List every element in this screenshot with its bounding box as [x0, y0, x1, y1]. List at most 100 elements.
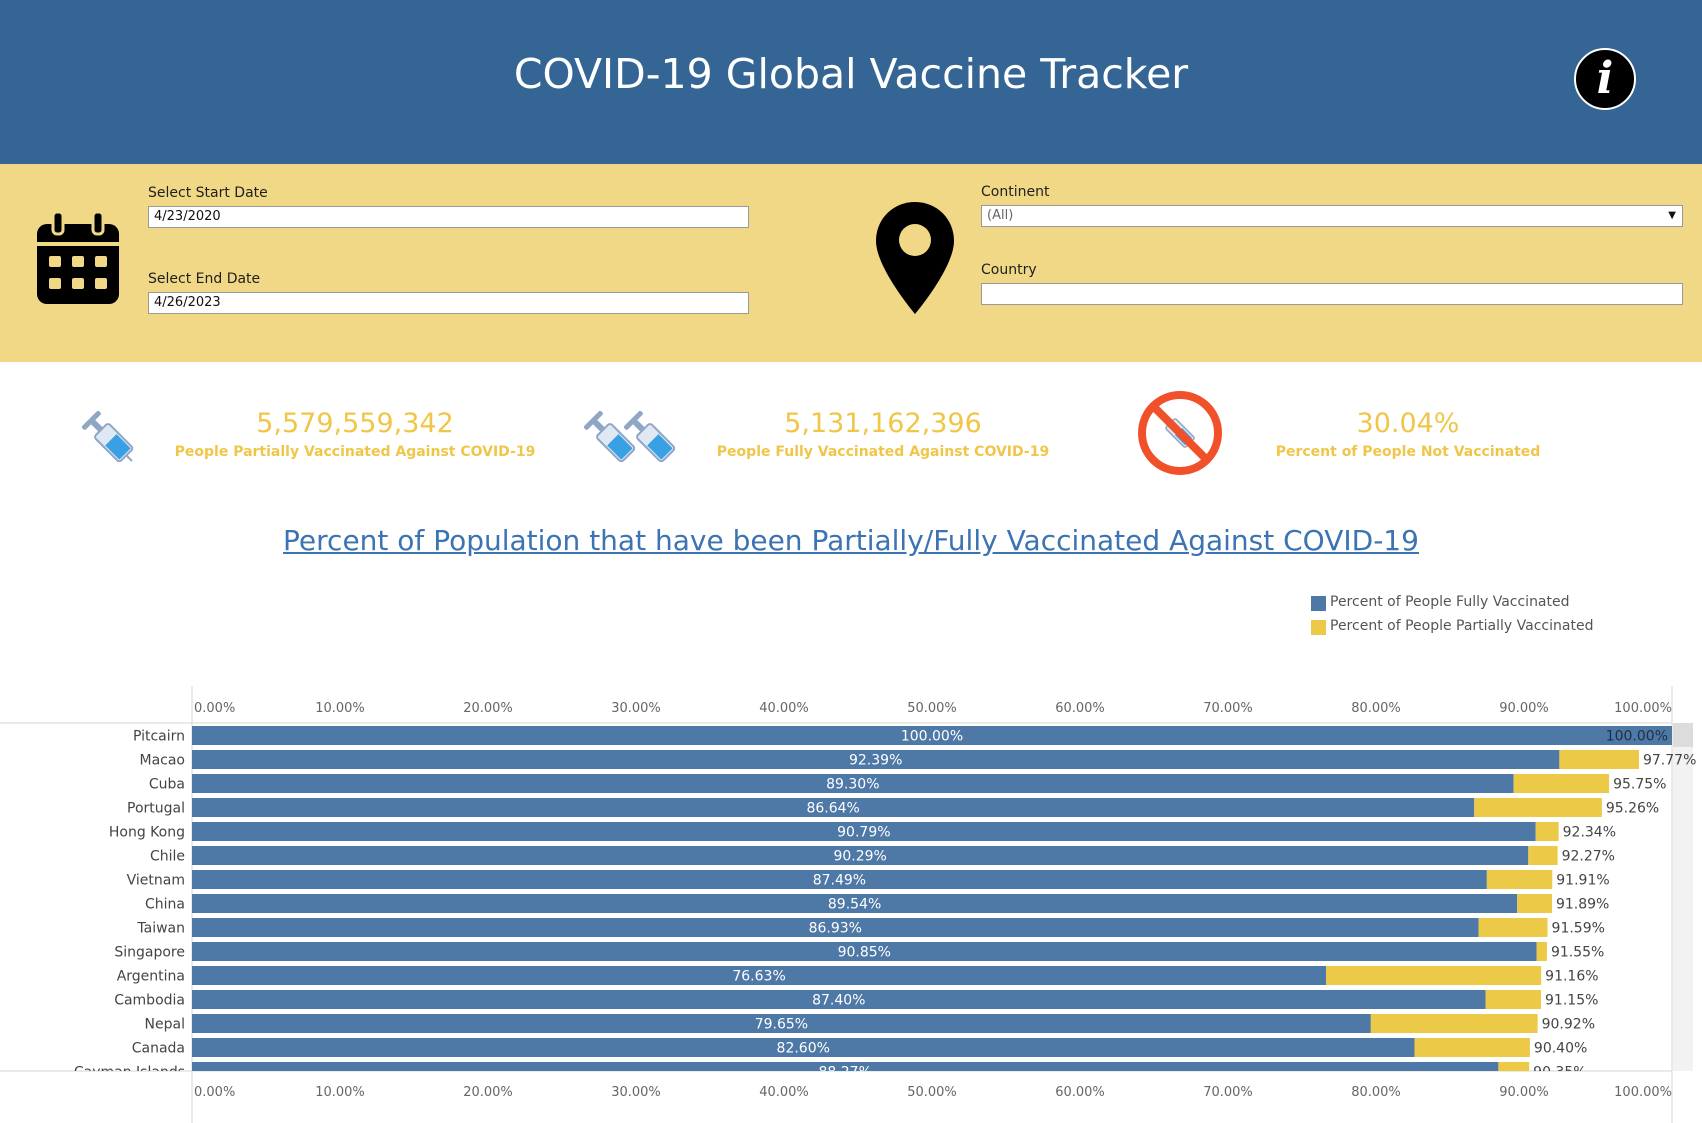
x-tick-label-bottom: 30.00%	[611, 1085, 661, 1100]
country-label: Macao	[140, 753, 186, 769]
country-label: Chile	[150, 849, 185, 865]
start-date-label: Select Start Date	[148, 185, 268, 201]
bar-partially[interactable]	[1478, 918, 1548, 937]
filter-bar: Select Start Date 4/23/2020 Select End D…	[0, 164, 1702, 362]
bar-label-fully: 88.27%	[819, 1065, 872, 1081]
bar-fully[interactable]	[192, 726, 1672, 745]
x-tick-label-top: 80.00%	[1351, 701, 1401, 716]
bar-fully[interactable]	[192, 918, 1479, 937]
country-input[interactable]	[981, 283, 1683, 305]
bar-partially[interactable]	[1485, 990, 1542, 1009]
country-label: Pitcairn	[133, 729, 185, 745]
bar-label-partially: 91.15%	[1545, 993, 1598, 1009]
country-label: Cayman Islands	[74, 1065, 185, 1081]
x-tick-label-bottom: 50.00%	[907, 1085, 957, 1100]
bar-partially[interactable]	[1474, 798, 1602, 817]
info-icon[interactable]: i	[1574, 48, 1636, 110]
bar-partially[interactable]	[1326, 966, 1542, 985]
bar-label-fully: 89.30%	[826, 777, 879, 793]
bar-fully[interactable]	[192, 894, 1518, 913]
bar-fully[interactable]	[192, 1038, 1415, 1057]
x-tick-label-top: 0.00%	[194, 701, 235, 716]
bar-partially[interactable]	[1528, 846, 1558, 865]
chevron-down-icon: ▼	[1668, 210, 1676, 221]
chart-scrollbar	[1673, 723, 1693, 1071]
bar-label-fully: 82.60%	[777, 1041, 830, 1057]
country-label: Taiwan	[136, 921, 185, 937]
bars-group: Pitcairn 100.00% 100.00% Macao 92.39% 97.77% C…	[74, 726, 1696, 1081]
calendar-icon	[37, 210, 119, 304]
x-tick-label-bottom: 90.00%	[1499, 1085, 1549, 1100]
bar-label-partially: 91.89%	[1556, 897, 1609, 913]
bar-fully[interactable]	[192, 942, 1537, 961]
bar-partially[interactable]	[1498, 1062, 1530, 1081]
x-tick-label-top: 10.00%	[315, 701, 365, 716]
bar-label-partially: 90.40%	[1534, 1041, 1587, 1057]
bar-partially[interactable]	[1486, 870, 1553, 889]
kpi-partially-label: People Partially Vaccinated Against COVI…	[174, 444, 536, 460]
bar-fully[interactable]	[192, 870, 1487, 889]
bar-label-fully: 79.65%	[755, 1017, 808, 1033]
legend-label-partially: Percent of People Partially Vaccinated	[1330, 618, 1594, 634]
end-date-label: Select End Date	[148, 271, 261, 287]
bar-label-fully: 76.63%	[732, 969, 785, 985]
legend-label-fully: Percent of People Fully Vaccinated	[1330, 594, 1570, 610]
bar-label-fully: 92.39%	[849, 753, 902, 769]
country-label: Singapore	[114, 945, 185, 961]
start-date-input[interactable]: 4/23/2020	[148, 206, 749, 228]
bar-label-fully: 87.49%	[813, 873, 866, 889]
bar-partially[interactable]	[1536, 942, 1547, 961]
bar-fully[interactable]	[192, 798, 1475, 817]
x-tick-label-top: 100.00%	[1614, 701, 1672, 716]
x-tick-label-top: 40.00%	[759, 701, 809, 716]
legend-item-fully[interactable]: Percent of People Fully Vaccinated	[1311, 594, 1570, 611]
chart-title-link[interactable]: Percent of Population that have been Par…	[283, 524, 1419, 557]
x-tick-label-top: 30.00%	[611, 701, 661, 716]
chart-scrollbar-thumb	[1673, 723, 1693, 747]
bar-partially[interactable]	[1535, 822, 1559, 841]
no-vaccine-icon	[1138, 391, 1222, 475]
bar-label-fully: 86.64%	[806, 801, 859, 817]
country-label: Cuba	[149, 777, 185, 793]
bar-label-fully: 90.29%	[833, 849, 886, 865]
bar-fully[interactable]	[192, 774, 1514, 793]
bar-label-partially: 90.35%	[1533, 1065, 1586, 1081]
country-label: Canada	[132, 1041, 185, 1057]
country-label: Cambodia	[114, 993, 185, 1009]
legend-item-partially[interactable]: Percent of People Partially Vaccinated	[1311, 618, 1594, 635]
bar-label-fully: 90.79%	[837, 825, 890, 841]
page-title: COVID-19 Global Vaccine Tracker	[513, 50, 1189, 98]
x-tick-label-bottom: 0.00%	[194, 1085, 235, 1100]
kpi-fully-value: 5,131,162,396	[784, 408, 982, 439]
country-label: Vietnam	[127, 873, 185, 889]
bar-fully[interactable]	[192, 1014, 1371, 1033]
continent-select[interactable]: (All) ▼	[981, 205, 1683, 227]
bar-partially[interactable]	[1559, 750, 1639, 769]
x-tick-label-top: 20.00%	[463, 701, 513, 716]
double-syringe-icon	[583, 410, 676, 463]
bar-label-partially: 91.55%	[1551, 945, 1604, 961]
bar-fully[interactable]	[192, 990, 1486, 1009]
bar-fully[interactable]	[192, 750, 1560, 769]
x-tick-label-bottom: 70.00%	[1203, 1085, 1253, 1100]
country-label: Portugal	[127, 801, 185, 817]
bar-partially[interactable]	[1370, 1014, 1538, 1033]
bar-label-fully: 90.85%	[838, 945, 891, 961]
bar-fully[interactable]	[192, 966, 1327, 985]
end-date-input[interactable]: 4/26/2023	[148, 292, 749, 314]
bar-partially[interactable]	[1513, 774, 1610, 793]
bar-fully[interactable]	[192, 846, 1529, 865]
bar-fully[interactable]	[192, 822, 1536, 841]
kpi-not-vaccinated-value: 30.04%	[1356, 408, 1460, 439]
x-tick-label-bottom: 10.00%	[315, 1085, 365, 1100]
country-label: Hong Kong	[109, 825, 185, 841]
bar-label-partially: 92.34%	[1563, 825, 1616, 841]
bar-fully[interactable]	[192, 1062, 1499, 1081]
vaccination-bar-chart: 0.00% 0.00% 10.00% 10.00% 20.00% 20.00% 30.00%…	[0, 686, 1696, 1123]
x-tick-label-bottom: 40.00%	[759, 1085, 809, 1100]
bar-label-partially: 97.77%	[1643, 753, 1696, 769]
x-tick-label-top: 50.00%	[907, 701, 957, 716]
bar-partially[interactable]	[1517, 894, 1552, 913]
country-label: China	[145, 897, 185, 913]
bar-partially[interactable]	[1414, 1038, 1530, 1057]
